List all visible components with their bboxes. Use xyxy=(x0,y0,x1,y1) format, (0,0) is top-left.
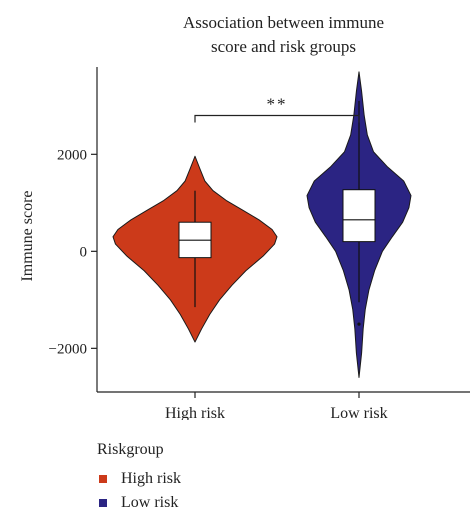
y-tick-label: 0 xyxy=(80,244,88,260)
legend-swatch-low-risk xyxy=(99,499,107,507)
legend-label-low-risk: Low risk xyxy=(121,494,179,511)
chart-title-line-2: score and risk groups xyxy=(211,37,356,56)
legend-item-low-risk: Low risk xyxy=(97,491,181,515)
significance-label: ** xyxy=(267,95,288,114)
y-tick-label: 2000 xyxy=(57,147,87,163)
legend-item-high-risk: High risk xyxy=(97,467,181,491)
x-tick-label: High risk xyxy=(165,405,225,420)
y-tick-label: −2000 xyxy=(49,341,87,357)
legend-swatch-high-risk xyxy=(99,475,107,483)
violin-plot: 2000 0 −2000 High risk Low risk ** xyxy=(49,67,470,420)
legend: Riskgroup High risk Low risk xyxy=(97,440,181,515)
legend-label-high-risk: High risk xyxy=(121,470,181,487)
x-tick-label: Low risk xyxy=(330,405,387,420)
box-low-risk xyxy=(342,189,376,243)
outlier-point-low-risk xyxy=(357,322,361,326)
y-axis-label: Immune score xyxy=(19,190,36,282)
significance-bracket xyxy=(194,114,360,123)
legend-title: Riskgroup xyxy=(97,441,164,458)
chart-title-line-1: Association between immune xyxy=(182,13,385,32)
